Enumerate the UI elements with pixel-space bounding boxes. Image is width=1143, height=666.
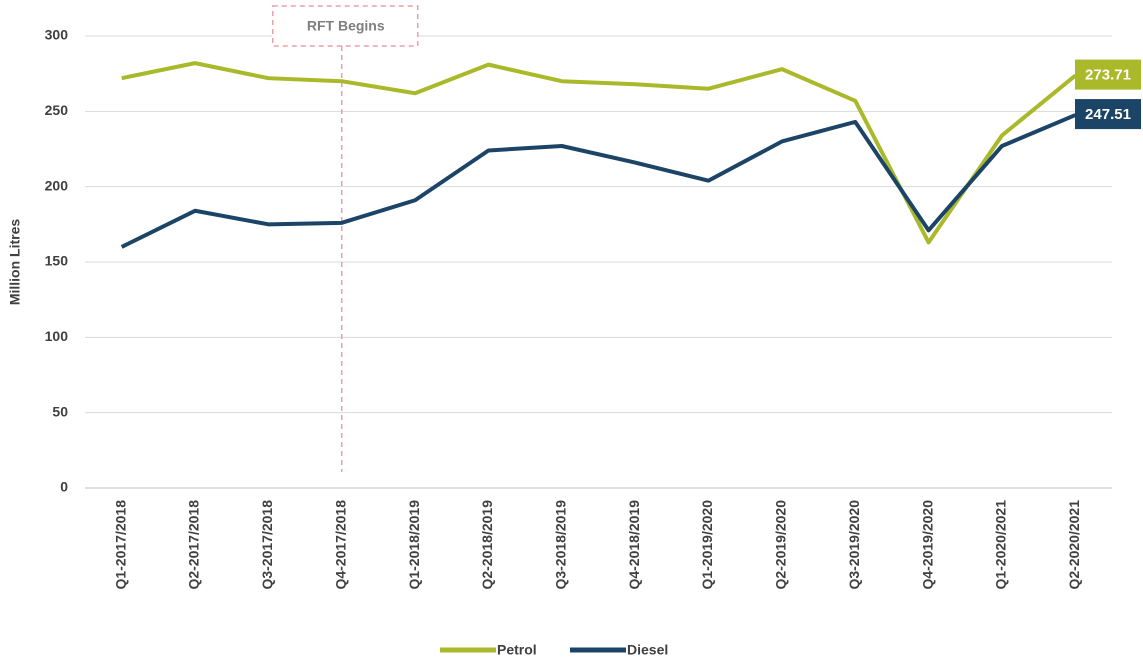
series-line (121, 61, 1077, 245)
y-tick-label: 150 (45, 253, 69, 269)
y-tick-label: 300 (45, 27, 69, 43)
y-axis-title: Million Litres (7, 219, 23, 306)
x-tick-label: Q2-2017/2018 (186, 500, 202, 590)
x-tick-label: Q3-2019/2020 (846, 500, 862, 590)
y-tick-label: 200 (45, 177, 69, 193)
y-tick-label: 50 (52, 403, 68, 419)
x-tick-label: Q2-2019/2020 (773, 500, 789, 590)
value-label-box (1075, 99, 1141, 130)
x-tick-label: Q4-2019/2020 (919, 500, 935, 590)
y-tick-label: 100 (45, 328, 69, 344)
annotation-box (272, 5, 419, 47)
x-tick-label: Q3-2017/2018 (259, 500, 275, 590)
x-tick-label: Q1-2018/2019 (406, 500, 422, 590)
value-label-box (1075, 59, 1141, 90)
x-tick-label: Q1-2020/2021 (993, 500, 1009, 590)
x-tick-label: Q2-2018/2019 (479, 500, 495, 590)
y-tick-label: 0 (60, 479, 68, 495)
y-tick-label: 250 (45, 102, 69, 118)
x-tick-label: Q1-2019/2020 (699, 500, 715, 590)
x-tick-label: Q2-2020/2021 (1066, 500, 1082, 590)
x-tick-label: Q4-2017/2018 (332, 500, 348, 590)
x-tick-label: Q3-2018/2019 (553, 500, 569, 590)
legend-label: Petrol (497, 642, 537, 658)
series-line (120, 113, 1077, 249)
annotation-text: RFT Begins (307, 18, 385, 34)
x-tick-label: Q4-2018/2019 (626, 500, 642, 590)
value-label: 273.71 (1085, 67, 1131, 84)
value-label: 247.51 (1085, 106, 1131, 123)
x-tick-label: Q1-2017/2018 (112, 500, 128, 590)
legend-label: Diesel (627, 642, 668, 658)
